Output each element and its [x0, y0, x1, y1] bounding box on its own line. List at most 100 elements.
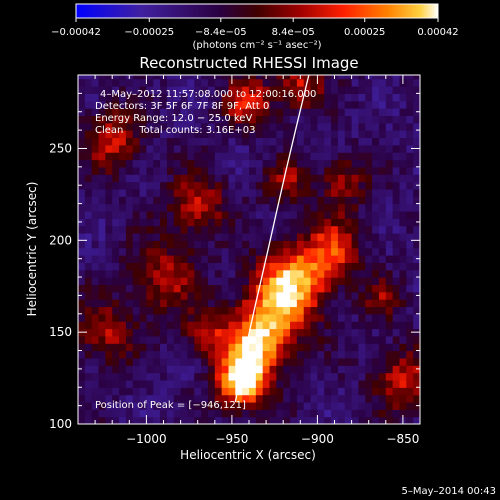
- heatmap-cell: [119, 130, 127, 139]
- heatmap-cell: [207, 313, 216, 322]
- heatmap-cell: [385, 255, 394, 263]
- heatmap-cell: [385, 416, 394, 424]
- heatmap-cell: [146, 269, 154, 278]
- heatmap-cell: [262, 78, 271, 87]
- heatmap-cell: [194, 277, 202, 285]
- heatmap-cell: [242, 130, 250, 139]
- heatmap-cell: [173, 130, 182, 139]
- heatmap-cell: [276, 262, 284, 271]
- heatmap-cell: [317, 335, 325, 344]
- heatmap-cell: [413, 269, 420, 278]
- heatmap-cell: [337, 232, 346, 241]
- heatmap-cell: [283, 284, 291, 293]
- heatmap-cell: [372, 100, 380, 109]
- heatmap-cell: [173, 86, 182, 94]
- heatmap-cell: [78, 159, 86, 168]
- heatmap-cell: [255, 86, 264, 94]
- heatmap-cell: [399, 93, 407, 102]
- heatmap-cell: [406, 343, 414, 352]
- heatmap-cell: [303, 416, 312, 424]
- heatmap-cell: [337, 152, 346, 161]
- heatmap-cell: [276, 343, 284, 352]
- heatmap-cell: [296, 152, 305, 161]
- heatmap-cell: [378, 159, 387, 168]
- heatmap-cell: [283, 166, 291, 175]
- heatmap-cell: [324, 299, 332, 308]
- heatmap-cell: [290, 387, 298, 396]
- heatmap-cell: [276, 188, 284, 197]
- heatmap-cell: [344, 196, 353, 205]
- heatmap-cell: [84, 166, 93, 175]
- heatmap-cell: [351, 75, 360, 80]
- heatmap-cell: [344, 335, 353, 344]
- heatmap-cell: [112, 372, 120, 381]
- heatmap-cell: [125, 372, 134, 381]
- heatmap-cell: [214, 321, 223, 330]
- heatmap-cell: [406, 181, 414, 190]
- heatmap-cell: [317, 387, 325, 396]
- heatmap-cell: [378, 144, 387, 153]
- heatmap-cell: [365, 343, 373, 352]
- heatmap-cell: [214, 144, 223, 153]
- heatmap-cell: [276, 78, 284, 87]
- heatmap-cell: [187, 108, 195, 117]
- heatmap-cell: [324, 328, 332, 337]
- heatmap-cell: [242, 321, 250, 330]
- heatmap-cell: [166, 291, 175, 300]
- heatmap-cell: [337, 350, 346, 359]
- heatmap-cell: [84, 357, 93, 366]
- heatmap-cell: [317, 181, 325, 190]
- heatmap-cell: [358, 166, 366, 175]
- heatmap-cell: [351, 394, 360, 403]
- heatmap-cell: [372, 78, 380, 87]
- heatmap-cell: [331, 203, 339, 212]
- heatmap-cell: [146, 181, 154, 190]
- heatmap-cell: [139, 299, 147, 308]
- heatmap-cell: [105, 100, 113, 109]
- heatmap-cell: [310, 218, 318, 227]
- heatmap-cell: [119, 232, 127, 241]
- heatmap-cell: [351, 232, 360, 241]
- heatmap-cell: [324, 108, 332, 117]
- heatmap-cell: [242, 335, 250, 344]
- heatmap-cell: [331, 284, 339, 293]
- heatmap-cell: [112, 218, 120, 227]
- heatmap-cell: [392, 108, 401, 117]
- heatmap-cell: [392, 210, 401, 219]
- heatmap-cell: [406, 152, 414, 161]
- heatmap-cell: [235, 225, 243, 234]
- heatmap-cell: [310, 255, 318, 263]
- heatmap-cell: [317, 328, 325, 337]
- heatmap-cell: [166, 75, 175, 80]
- heatmap-cell: [194, 255, 202, 263]
- heatmap-cell: [385, 196, 394, 205]
- heatmap-cell: [125, 321, 134, 330]
- heatmap-cell: [290, 159, 298, 168]
- heatmap-cell: [228, 255, 236, 263]
- heatmap-cell: [365, 409, 373, 418]
- heatmap-cell: [242, 78, 250, 87]
- heatmap-cell: [372, 196, 380, 205]
- heatmap-cell: [146, 416, 154, 424]
- heatmap-cell: [221, 181, 230, 190]
- heatmap-cell: [296, 78, 305, 87]
- heatmap-cell: [255, 108, 264, 117]
- heatmap-cell: [119, 210, 127, 219]
- heatmap-cell: [78, 240, 86, 249]
- heatmap-cell: [290, 247, 298, 256]
- heatmap-cell: [98, 122, 106, 131]
- heatmap-cell: [365, 232, 373, 241]
- heatmap-cell: [344, 188, 353, 197]
- heatmap-cell: [201, 328, 209, 337]
- heatmap-cell: [358, 93, 366, 102]
- heatmap-cell: [146, 321, 154, 330]
- heatmap-cell: [351, 262, 360, 271]
- heatmap-cell: [221, 100, 230, 109]
- heatmap-cell: [317, 277, 325, 285]
- heatmap-cell: [139, 409, 147, 418]
- heatmap-cell: [378, 409, 387, 418]
- chart-title: Reconstructed RHESSI Image: [139, 54, 358, 72]
- heatmap-cell: [214, 115, 223, 124]
- heatmap-cell: [358, 335, 366, 344]
- heatmap-cell: [358, 247, 366, 256]
